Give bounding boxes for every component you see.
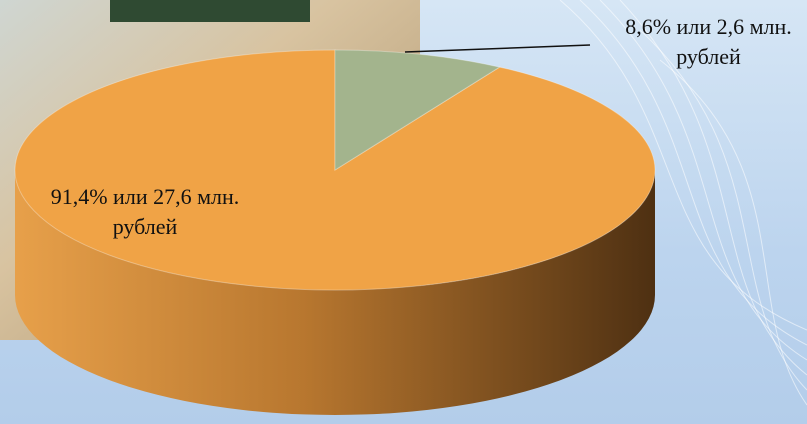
pie-slice [14,49,656,291]
decor-swirls [559,0,807,406]
data-label: 91,4% или 27,6 млн. рублей [50,184,240,239]
pie [14,49,656,415]
pie-side [15,170,655,415]
data-label: 8,6% или 2,6 млн. рублей [625,14,792,69]
leader-line [404,44,591,53]
blackboard [110,0,310,22]
pie-slice [334,49,501,171]
